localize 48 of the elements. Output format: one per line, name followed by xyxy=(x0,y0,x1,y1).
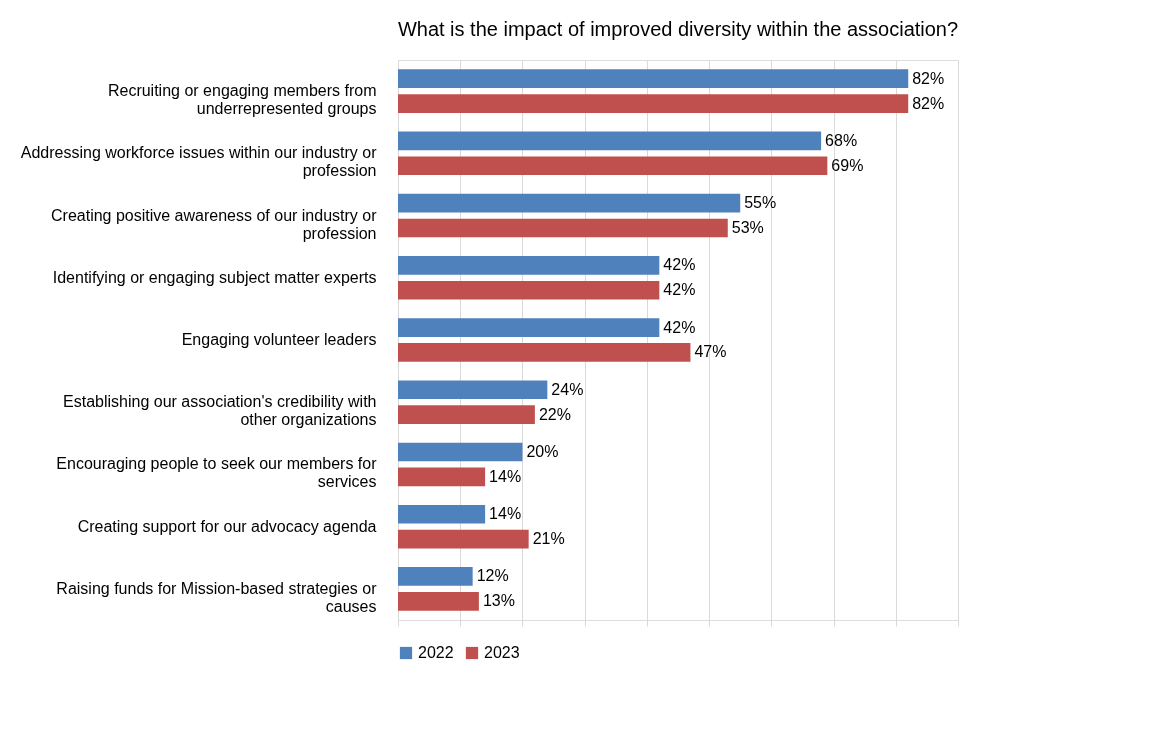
data-label: 82% xyxy=(912,94,945,112)
bar xyxy=(398,69,909,88)
y-tick-label: Recruiting or engaging members from underrepresented groups xyxy=(107,82,377,118)
y-tick-label: Addressing workforce issues within our industry or profession xyxy=(20,144,378,180)
data-label: 42% xyxy=(663,318,696,336)
legend-label: 2023 xyxy=(484,644,520,661)
data-label: 24% xyxy=(551,380,584,398)
data-label: 13% xyxy=(482,592,515,610)
bar xyxy=(398,318,660,337)
bar xyxy=(398,343,691,362)
bar xyxy=(398,193,741,213)
bar xyxy=(398,280,660,300)
data-label: 82% xyxy=(912,69,945,87)
bar xyxy=(398,567,473,586)
chart-title: What is the impact of improved diversity within the association? xyxy=(397,18,959,40)
bar xyxy=(398,380,548,400)
data-label: 47% xyxy=(694,343,727,361)
data-label: 42% xyxy=(663,256,696,274)
bar xyxy=(398,529,529,549)
bar xyxy=(398,442,523,462)
data-label: 14% xyxy=(489,505,522,523)
y-tick-label: Creating positive awareness of our industry or profession xyxy=(51,206,378,242)
bar xyxy=(398,131,822,151)
y-tick-label: Establishing our association's credibility with other organizations xyxy=(63,393,377,429)
data-label: 21% xyxy=(532,530,565,548)
bar xyxy=(398,94,909,113)
y-tick-label: Encouraging people to seek our members for services xyxy=(56,455,378,491)
data-label: 69% xyxy=(831,156,864,174)
y-tick-label: Raising funds for Mission-based strategies or causes xyxy=(56,579,378,615)
data-label: 14% xyxy=(489,467,522,485)
bar xyxy=(398,592,479,611)
legend-label: 2022 xyxy=(418,644,454,661)
data-label: 55% xyxy=(744,194,777,212)
bar xyxy=(398,467,486,487)
bar xyxy=(398,156,828,176)
y-tick-label: Identifying or engaging subject matter experts xyxy=(52,268,377,286)
y-tick-label: Engaging volunteer leaders xyxy=(181,331,377,348)
data-label: 53% xyxy=(731,219,764,236)
bar xyxy=(398,218,728,238)
bar xyxy=(398,504,486,524)
data-label: 12% xyxy=(476,567,509,585)
data-label: 68% xyxy=(825,131,858,149)
data-label: 22% xyxy=(538,405,571,423)
y-tick-label: Creating support for our advocacy agenda xyxy=(77,517,377,535)
data-label: 20% xyxy=(526,443,559,460)
bar xyxy=(398,405,535,424)
bar xyxy=(398,256,660,275)
data-label: 42% xyxy=(663,281,696,299)
